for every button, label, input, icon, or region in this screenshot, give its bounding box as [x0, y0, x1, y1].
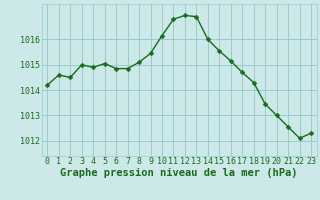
X-axis label: Graphe pression niveau de la mer (hPa): Graphe pression niveau de la mer (hPa) [60, 168, 298, 178]
